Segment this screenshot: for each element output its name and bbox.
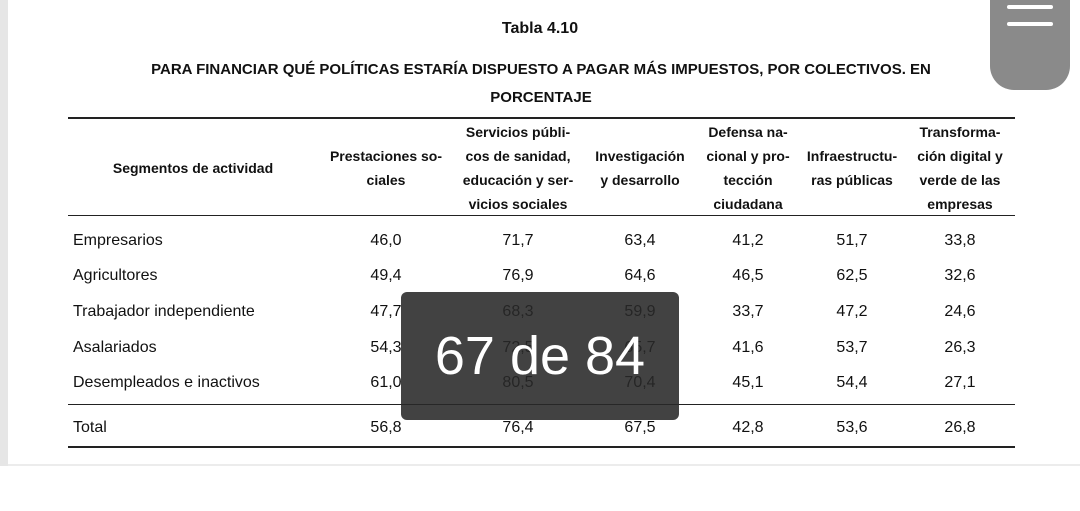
row-label: Agricultores <box>73 267 158 284</box>
row-label: Empresarios <box>73 232 163 249</box>
header-rule <box>68 215 1015 216</box>
cell-value: 27,1 <box>944 374 976 391</box>
cell-value: 47,7 <box>370 303 402 320</box>
cell-value: 76,9 <box>502 267 534 284</box>
cell-value: 62,5 <box>836 267 868 284</box>
cell-value: 41,6 <box>732 339 764 356</box>
column-header: Transforma- ción digital y verde de las … <box>917 124 1003 212</box>
page-bottom-edge <box>8 464 1080 466</box>
cell-value: 42,8 <box>732 419 764 436</box>
cell-value: 54,4 <box>836 374 868 391</box>
cell-value: 53,6 <box>836 419 868 436</box>
row-label: Asalariados <box>73 339 157 356</box>
column-header: Prestaciones so- ciales <box>329 148 443 188</box>
menu-icon-bar <box>1007 5 1053 9</box>
cell-value: 51,7 <box>836 232 868 249</box>
cell-value: 24,6 <box>944 303 976 320</box>
total-label: Total <box>73 419 107 436</box>
column-header: Infraestructu- ras públicas <box>806 148 898 188</box>
cell-value: 33,8 <box>944 232 976 249</box>
cell-value: 33,7 <box>732 303 764 320</box>
cell-value: 64,6 <box>624 267 656 284</box>
column-header: Investigación y desarrollo <box>595 148 685 188</box>
cell-value: 32,6 <box>944 267 976 284</box>
cell-value: 46,5 <box>732 267 764 284</box>
cell-value: 63,4 <box>624 232 656 249</box>
table-subtitle: PARA FINANCIAR QUÉ POLÍTICAS ESTARÍA DIS… <box>151 61 931 106</box>
column-header: Defensa na- cional y pro- tección ciudad… <box>706 124 790 212</box>
cell-value: 26,3 <box>944 339 976 356</box>
cell-value: 61,0 <box>370 374 402 391</box>
column-header: Segmentos de actividad <box>112 160 274 176</box>
cell-value: 45,1 <box>732 374 764 391</box>
cell-value: 56,8 <box>370 419 402 436</box>
menu-icon-bar <box>1007 22 1053 26</box>
cell-value: 67,5 <box>624 419 656 436</box>
cell-value: 46,0 <box>370 232 402 249</box>
table-title: Tabla 4.10 <box>501 20 579 37</box>
page-indicator: 67 de 84 <box>401 292 679 420</box>
cell-value: 53,7 <box>836 339 868 356</box>
cell-value: 76,4 <box>502 419 534 436</box>
column-header: Servicios públi- cos de sanidad, educaci… <box>462 124 574 212</box>
cell-value: 47,2 <box>836 303 868 320</box>
cell-value: 26,8 <box>944 419 976 436</box>
menu-button[interactable] <box>990 0 1070 90</box>
page-edge <box>0 0 8 466</box>
top-rule <box>68 117 1015 119</box>
cell-value: 71,7 <box>502 232 534 249</box>
cell-value: 49,4 <box>370 267 402 284</box>
bottom-rule <box>68 446 1015 448</box>
row-label: Trabajador independiente <box>73 303 255 320</box>
cell-value: 41,2 <box>732 232 764 249</box>
row-label: Desempleados e inactivos <box>73 374 260 391</box>
cell-value: 54,3 <box>370 339 402 356</box>
